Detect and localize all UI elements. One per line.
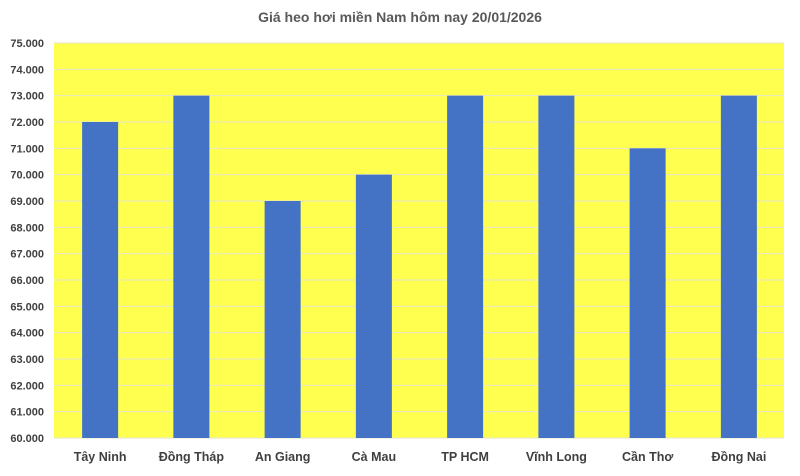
y-tick-label: 63.000 (10, 354, 44, 366)
x-tick-label: Đồng Tháp (159, 450, 225, 464)
y-tick-label: 67.000 (10, 249, 44, 261)
y-tick-label: 73.000 (10, 91, 44, 103)
bar (264, 201, 301, 438)
bar (447, 95, 484, 439)
bar (720, 95, 757, 439)
x-tick-label: TP HCM (441, 450, 489, 464)
y-tick-label: 60.000 (10, 433, 44, 445)
y-tick-label: 75.000 (10, 38, 44, 50)
bar (173, 95, 210, 439)
y-tick-label: 68.000 (10, 222, 44, 234)
bar (538, 95, 575, 439)
y-tick-label: 70.000 (10, 170, 44, 182)
x-tick-label: Đồng Nai (711, 450, 766, 464)
y-tick-label: 74.000 (10, 64, 44, 76)
y-tick-label: 72.000 (10, 117, 44, 129)
y-tick-label: 64.000 (10, 328, 44, 340)
y-tick-label: 69.000 (10, 196, 44, 208)
chart-title: Giá heo hơi miền Nam hôm nay 20/01/2026 (258, 9, 542, 25)
bar (82, 122, 119, 438)
bar (629, 148, 666, 439)
x-tick-label: Cà Mau (352, 450, 396, 464)
plot-area (54, 43, 784, 438)
y-tick-label: 66.000 (10, 275, 44, 287)
y-tick-label: 65.000 (10, 301, 44, 313)
y-tick-label: 61.000 (10, 407, 44, 419)
y-tick-label: 62.000 (10, 380, 44, 392)
y-tick-label: 71.000 (10, 143, 44, 155)
x-tick-label: Cần Thơ (622, 450, 673, 464)
x-tick-label: An Giang (255, 450, 311, 464)
bar (355, 174, 392, 438)
x-tick-label: Tây Ninh (74, 450, 127, 464)
x-tick-label: Vĩnh Long (526, 450, 587, 464)
